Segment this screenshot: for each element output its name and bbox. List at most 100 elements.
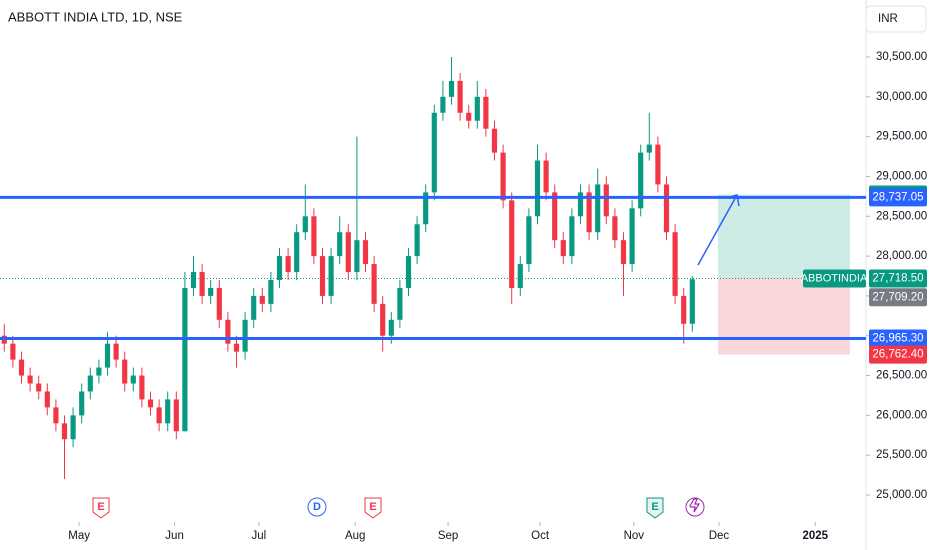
level-label-box (869, 329, 927, 348)
stop-label-box (869, 345, 927, 364)
event-label: D (313, 501, 321, 513)
candle-body (577, 192, 584, 217)
x-tick-label: Sep (438, 530, 458, 542)
split-icon[interactable] (689, 498, 701, 513)
candle-body (655, 144, 661, 185)
candle-body (612, 216, 618, 241)
candle-body (328, 256, 334, 296)
candle-body (79, 391, 85, 416)
event-icon[interactable] (307, 497, 327, 517)
candle-body (156, 407, 162, 424)
target-zone (718, 194, 850, 279)
candle-body (466, 112, 472, 121)
candle-body (638, 152, 644, 209)
event-icon[interactable] (92, 497, 110, 519)
candle-body (337, 232, 343, 257)
candle-body (595, 184, 601, 233)
entry-label-box (869, 269, 927, 288)
x-tick-label: Oct (531, 530, 550, 542)
x-tick-label: 2025 (802, 530, 828, 542)
y-tick-label: 29,500.00 (876, 131, 927, 143)
candle-body (380, 303, 386, 336)
candle-body (560, 240, 566, 257)
candle-body (663, 184, 670, 233)
candle-body (122, 359, 128, 384)
candle-body (448, 80, 455, 97)
candle-body (259, 295, 265, 304)
candle-body (87, 375, 93, 392)
candle-body (225, 319, 231, 344)
event-label: E (369, 501, 376, 513)
candle-body (629, 208, 635, 265)
candle-body (113, 343, 119, 360)
candle-body (689, 279, 695, 324)
candle-body (251, 295, 257, 320)
candle-body (10, 343, 16, 360)
y-tick-label: 28,500.00 (876, 210, 927, 222)
candle-body (173, 399, 179, 432)
candle-body (517, 264, 523, 288)
x-tick-label: Dec (709, 530, 730, 542)
candle-body (36, 383, 42, 392)
candle-body (27, 375, 33, 384)
candle-body (104, 343, 111, 368)
candle-body (276, 256, 283, 280)
candle-body (216, 287, 222, 320)
candle-body (70, 415, 76, 440)
candle-body (500, 152, 506, 201)
last-price-label: 27,709.20 (872, 291, 923, 303)
level-label: 28,737.05 (872, 191, 923, 203)
plot: 25,000.0025,500.0026,000.0026,500.0027,0… (0, 51, 927, 542)
event-label: E (651, 501, 658, 513)
event-label: E (97, 501, 104, 513)
candle-body (311, 216, 317, 257)
candle-body (208, 287, 214, 296)
event-icon[interactable] (646, 497, 664, 519)
candle-body (646, 144, 652, 153)
candle-body (233, 343, 240, 352)
candle-body (620, 240, 627, 265)
candle-body (165, 399, 171, 424)
candle-body (397, 287, 403, 320)
y-tick-label: 30,000.00 (876, 91, 927, 103)
candle-body (543, 160, 549, 193)
x-tick-label: May (68, 530, 90, 542)
candle-body (509, 200, 515, 288)
candle-body (414, 224, 420, 257)
event-icon[interactable] (364, 497, 382, 519)
candle-body (319, 256, 326, 296)
y-tick-label: 28,000.00 (876, 250, 927, 262)
candle-body (672, 232, 678, 296)
x-tick-label: Aug (345, 530, 365, 542)
candle-body (440, 96, 446, 113)
candle-body (354, 240, 360, 273)
candle-body (139, 375, 145, 400)
candle-body (586, 192, 592, 233)
candle-body (534, 160, 541, 217)
symbol-label: ABBOTINDIA (801, 272, 868, 284)
y-tick-label: 25,500.00 (876, 449, 927, 461)
currency-box[interactable] (865, 5, 927, 33)
y-tick-label: 30,500.00 (876, 51, 927, 63)
x-tick-label: Jul (252, 530, 267, 542)
candle-body (388, 319, 394, 336)
x-tick-label: Nov (624, 530, 645, 542)
entry-label: 27,718.50 (872, 273, 923, 285)
currency[interactable]: INR (878, 13, 898, 25)
candle-body (362, 240, 369, 265)
candle-body (285, 256, 291, 273)
candle-body (44, 391, 50, 408)
projection-arrow (697, 194, 740, 266)
y-tick-label: 26,000.00 (876, 409, 927, 421)
candle-body (491, 128, 498, 153)
y-tick-label: 25,000.00 (876, 489, 927, 501)
candle-body (96, 367, 102, 376)
candle-body (552, 192, 558, 241)
chart-title: ABBOTT INDIA LTD, 1D, NSE (8, 9, 183, 24)
last-price-box (869, 288, 927, 307)
split-icon-ring[interactable] (685, 497, 705, 517)
candle-body (268, 279, 274, 304)
candle-body (182, 287, 188, 432)
candle-body (53, 407, 59, 424)
